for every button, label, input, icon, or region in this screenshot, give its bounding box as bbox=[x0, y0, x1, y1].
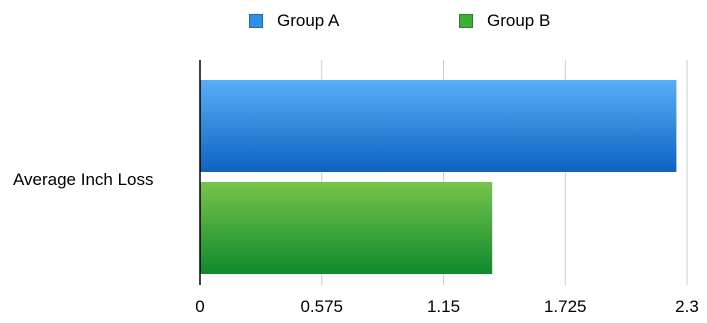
legend-item-group-b: Group B bbox=[459, 9, 550, 33]
x-tick-label-4: 2.3 bbox=[675, 297, 699, 316]
x-tick-label-3: 1.725 bbox=[544, 297, 587, 316]
bar-group-a bbox=[200, 80, 677, 172]
legend-swatch-group-a bbox=[249, 14, 263, 28]
legend-label-group-a: Group A bbox=[277, 11, 340, 30]
bar-group-b bbox=[200, 182, 493, 274]
legend-swatch-group-b bbox=[459, 14, 473, 28]
legend-label-group-b: Group B bbox=[487, 11, 551, 30]
legend: Group A Group B bbox=[0, 9, 707, 33]
x-tick-label-2: 1.15 bbox=[427, 297, 460, 316]
legend-item-group-a: Group A bbox=[249, 9, 339, 33]
category-label: Average Inch Loss bbox=[13, 170, 154, 189]
x-tick-label-1: 0.575 bbox=[300, 297, 343, 316]
x-tick-label-0: 0 bbox=[195, 297, 204, 316]
